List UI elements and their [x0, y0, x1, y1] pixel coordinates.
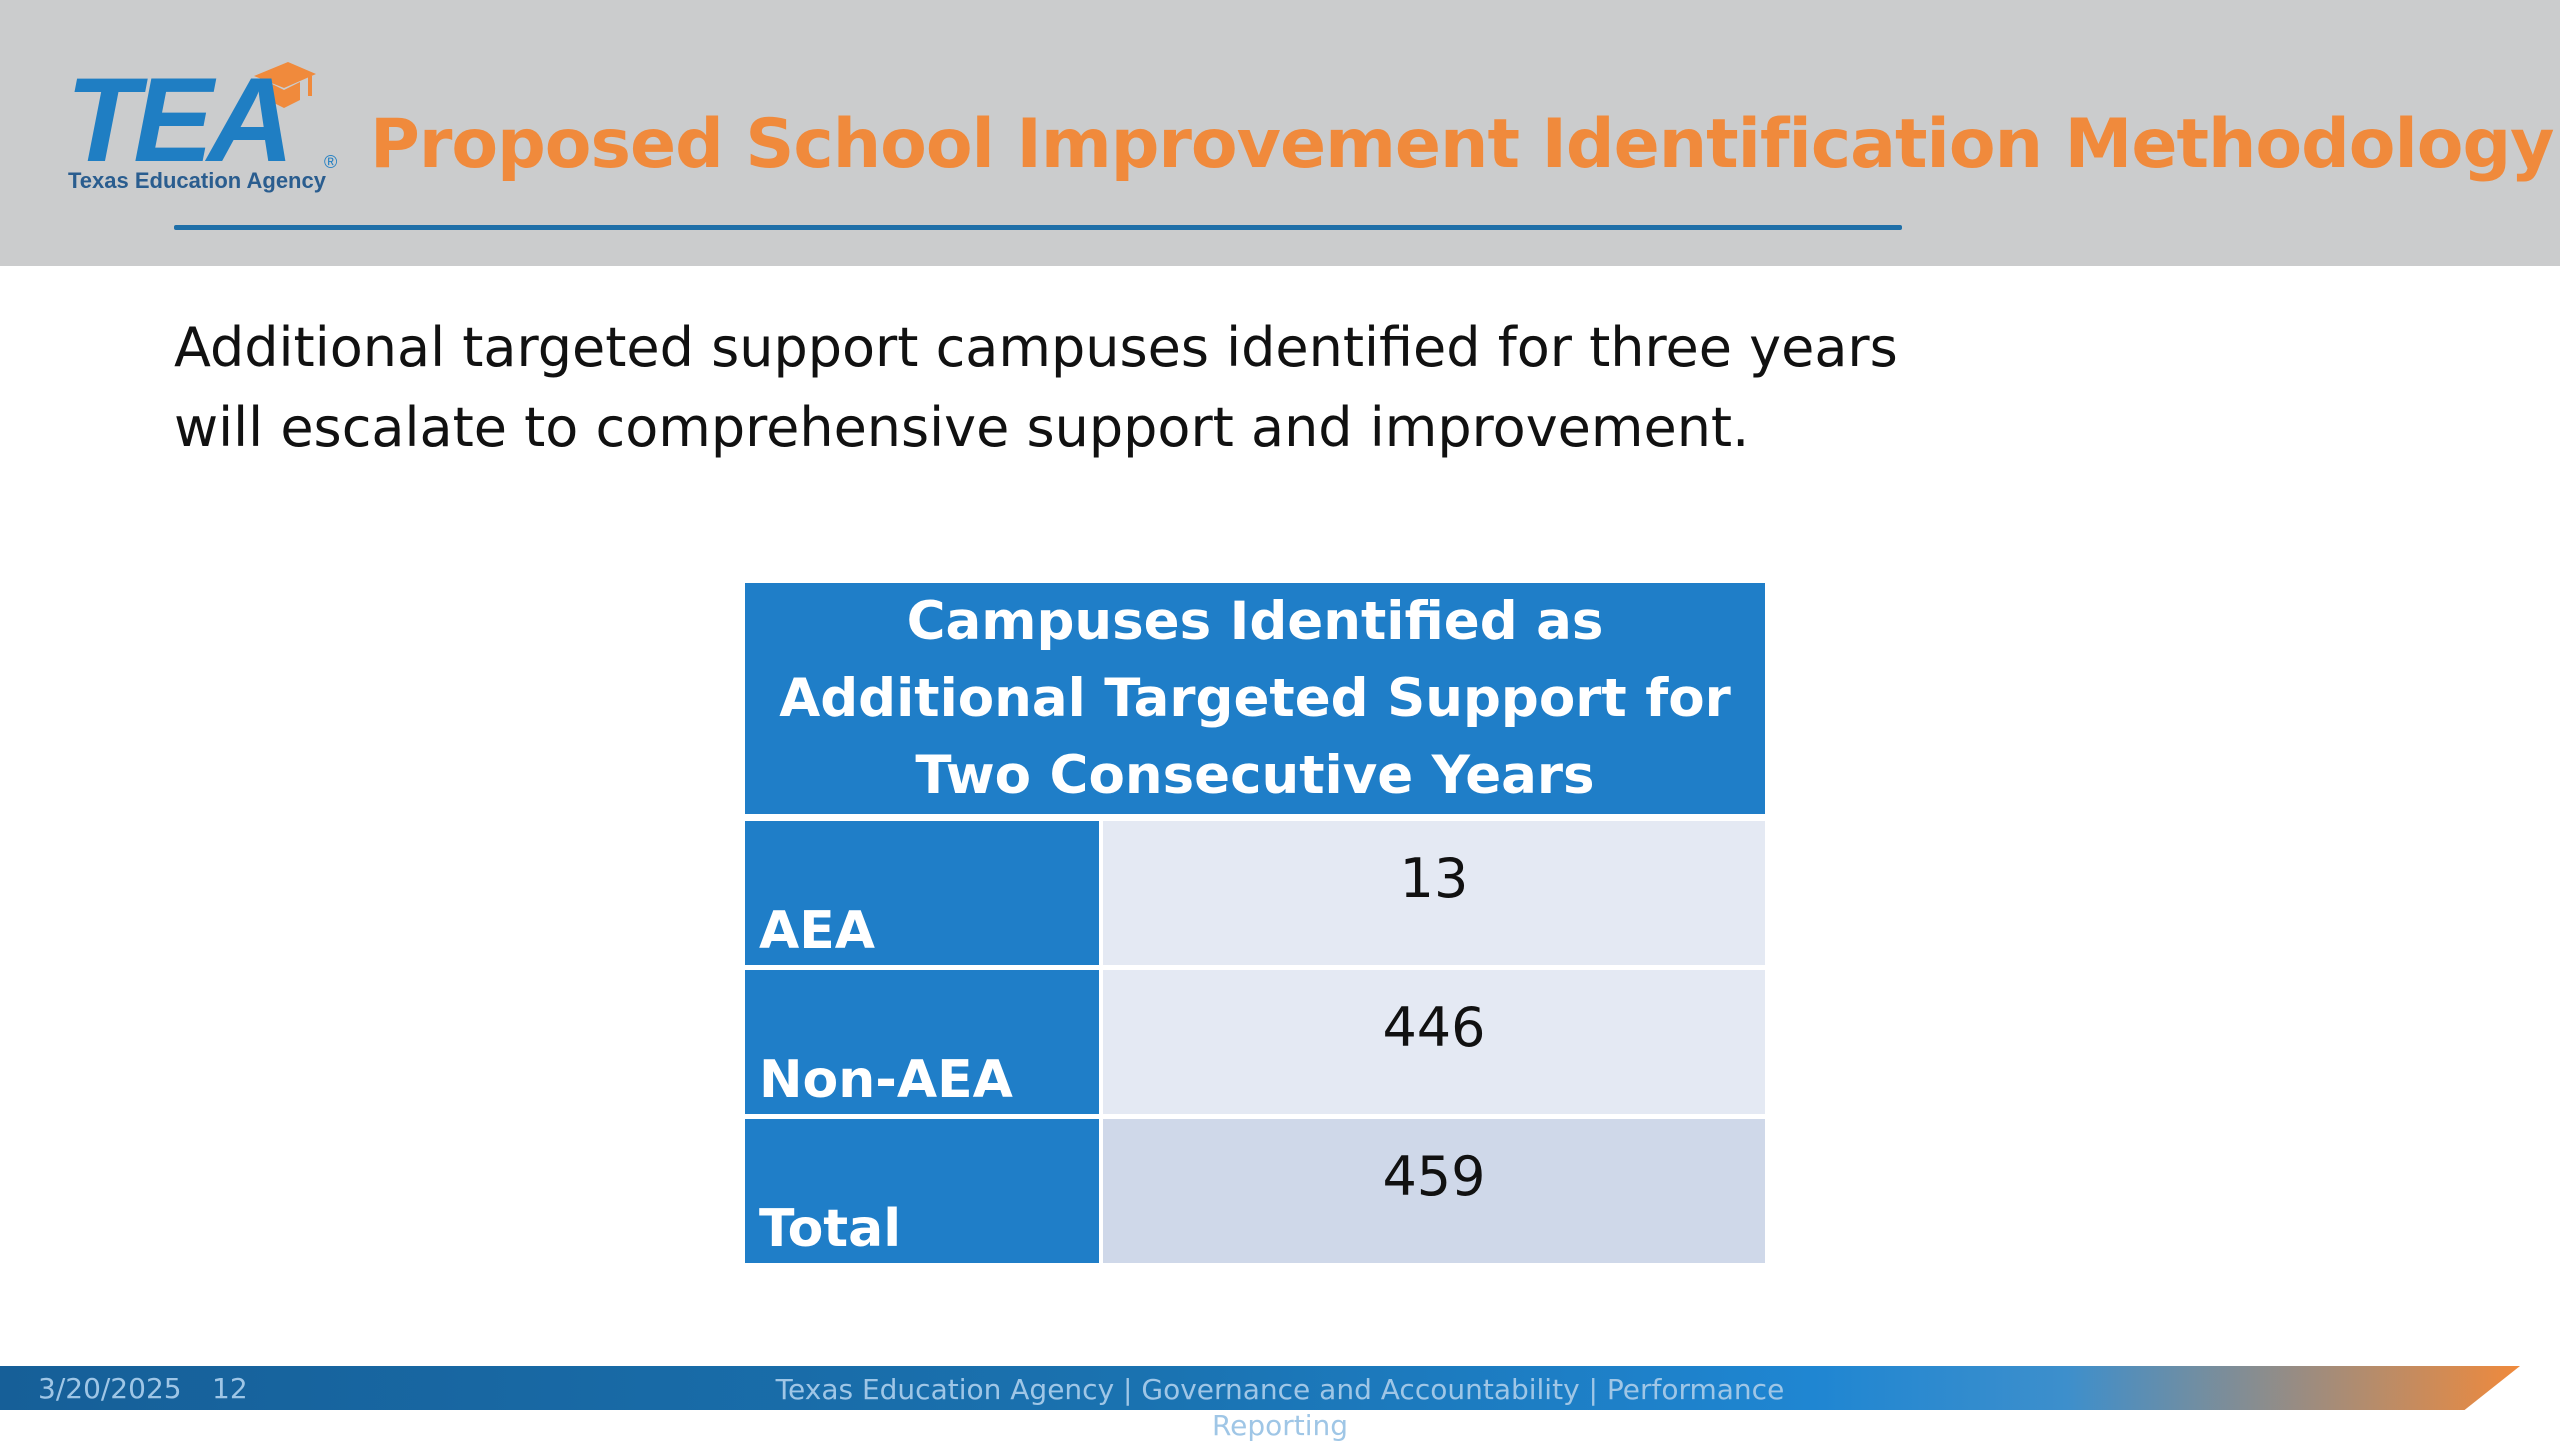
- footer-date: 3/20/2025: [38, 1372, 182, 1405]
- logo-wordmark: TEA: [66, 53, 294, 187]
- row-label-total: Total: [745, 1119, 1103, 1263]
- intro-text: Additional targeted support campuses ide…: [174, 308, 2074, 468]
- registered-mark: ®: [324, 152, 338, 172]
- row-value-non-aea: 446: [1103, 970, 1765, 1119]
- intro-line: will escalate to comprehensive support a…: [174, 396, 1750, 459]
- row-value-aea: 13: [1103, 821, 1765, 970]
- table-row: AEA 13: [745, 821, 1765, 970]
- tea-logo: TEA ® Texas Education Agency: [62, 56, 352, 206]
- logo-subtitle: Texas Education Agency: [68, 168, 326, 193]
- page-title: Proposed School Improvement Identificati…: [370, 105, 2554, 184]
- row-label-non-aea: Non-AEA: [745, 970, 1103, 1119]
- table-header: Campuses Identified as Additional Target…: [745, 583, 1765, 821]
- table-row: Total 459: [745, 1119, 1765, 1263]
- table-row: Non-AEA 446: [745, 970, 1765, 1119]
- campuses-table: Campuses Identified as Additional Target…: [745, 583, 1765, 1263]
- footer-organization: Texas Education Agency | Governance and …: [775, 1373, 1785, 1442]
- intro-line: Additional targeted support campuses ide…: [174, 316, 1898, 379]
- footer-bar: [0, 1366, 2520, 1410]
- graduation-cap-icon: [254, 62, 316, 108]
- row-label-aea: AEA: [745, 821, 1103, 970]
- footer-page-number: 12: [212, 1372, 248, 1405]
- slide-header: [0, 0, 2560, 266]
- title-underline: [174, 225, 1902, 230]
- row-value-total: 459: [1103, 1119, 1765, 1263]
